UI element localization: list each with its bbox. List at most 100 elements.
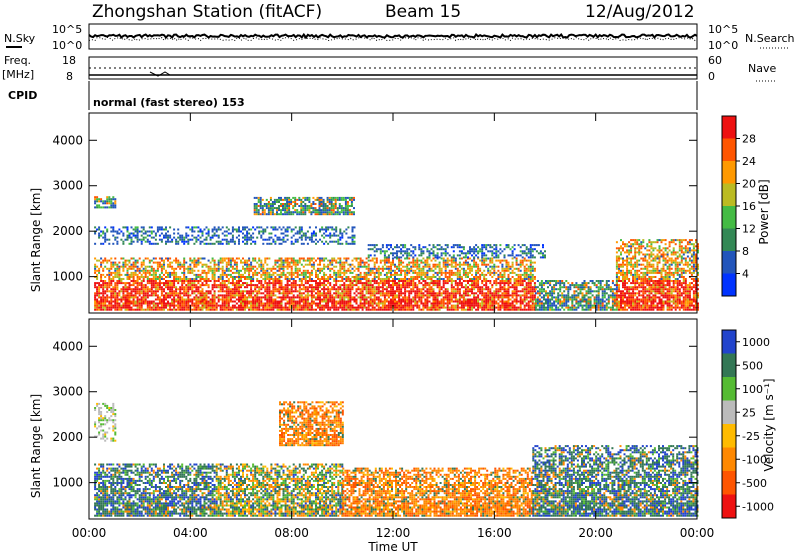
heatmap-cell	[349, 266, 351, 268]
heatmap-cell	[455, 288, 457, 290]
heatmap-cell	[477, 303, 479, 305]
heatmap-cell	[584, 294, 586, 296]
heatmap-cell	[349, 305, 351, 307]
heatmap-cell	[285, 290, 287, 292]
heatmap-cell	[418, 292, 420, 294]
heatmap-cell	[634, 239, 636, 241]
heatmap-cell	[118, 282, 120, 284]
heatmap-cell	[303, 266, 305, 268]
heatmap-cell	[628, 262, 630, 264]
heatmap-cell	[331, 268, 333, 270]
heatmap-cell	[429, 286, 431, 288]
heatmap-cell	[501, 286, 503, 288]
heatmap-cell	[299, 301, 301, 303]
heatmap-cell	[522, 262, 524, 264]
heatmap-cell	[272, 274, 274, 276]
heatmap-cell	[406, 309, 408, 311]
heatmap-cell	[125, 290, 127, 292]
heatmap-cell	[618, 264, 620, 266]
heatmap-cell	[628, 264, 630, 266]
heatmap-cell	[163, 294, 165, 296]
heatmap-cell	[561, 305, 563, 307]
heatmap-cell	[127, 294, 129, 296]
heatmap-cell	[141, 264, 143, 266]
heatmap-cell	[408, 309, 410, 311]
heatmap-cell	[212, 278, 214, 280]
heatmap-cell	[630, 274, 632, 276]
heatmap-cell	[159, 286, 161, 288]
heatmap-cell	[177, 294, 179, 296]
heatmap-cell	[424, 301, 426, 303]
heatmap-cell	[339, 264, 341, 266]
heatmap-cell	[208, 284, 210, 286]
heatmap-cell	[177, 282, 179, 284]
heatmap-cell	[424, 284, 426, 286]
heatmap-cell	[268, 309, 270, 311]
heatmap-cell	[232, 272, 234, 274]
heatmap-cell	[571, 299, 573, 301]
heatmap-cell	[135, 266, 137, 268]
heatmap-cell	[508, 282, 510, 284]
heatmap-cell	[110, 268, 112, 270]
heatmap-cell	[439, 266, 441, 268]
heatmap-cell	[376, 270, 378, 272]
heatmap-cell	[226, 301, 228, 303]
heatmap-cell	[573, 309, 575, 311]
heatmap-cell	[279, 268, 281, 270]
heatmap-cell	[606, 292, 608, 294]
heatmap-cell	[439, 268, 441, 270]
heatmap-cell	[380, 290, 382, 292]
heatmap-cell	[329, 264, 331, 266]
heatmap-cell	[530, 278, 532, 280]
heatmap-cell	[473, 294, 475, 296]
heatmap-cell	[471, 274, 473, 276]
heatmap-cell	[149, 301, 151, 303]
heatmap-cell	[543, 303, 545, 305]
heatmap-cell	[319, 301, 321, 303]
heatmap-cell	[455, 266, 457, 268]
heatmap-cell	[514, 268, 516, 270]
heatmap-cell	[616, 280, 618, 282]
heatmap-cell	[392, 278, 394, 280]
heatmap-cell	[590, 307, 592, 309]
heatmap-cell	[473, 292, 475, 294]
heatmap-cell	[632, 266, 634, 268]
heatmap-cell	[129, 266, 131, 268]
heatmap-cell	[297, 276, 299, 278]
heatmap-cell	[596, 303, 598, 305]
heatmap-cell	[236, 309, 238, 311]
heatmap-cell	[236, 280, 238, 282]
heatmap-cell	[248, 301, 250, 303]
heatmap-cell	[622, 272, 624, 274]
heatmap-cell	[414, 286, 416, 288]
heatmap-cell	[232, 282, 234, 284]
heatmap-cell	[463, 262, 465, 264]
heatmap-cell	[565, 301, 567, 303]
heatmap-cell	[202, 272, 204, 274]
heatmap-cell	[133, 299, 135, 301]
heatmap-cell	[165, 280, 167, 282]
heatmap-cell	[549, 280, 551, 282]
heatmap-cell	[410, 303, 412, 305]
heatmap-cell	[608, 303, 610, 305]
heatmap-cell	[293, 286, 295, 288]
heatmap-cell	[305, 264, 307, 266]
heatmap-cell	[392, 274, 394, 276]
heatmap-cell	[410, 299, 412, 301]
heatmap-cell	[327, 292, 329, 294]
heatmap-cell	[451, 284, 453, 286]
heatmap-cell	[202, 284, 204, 286]
heatmap-cell	[305, 282, 307, 284]
heatmap-cell	[159, 299, 161, 301]
heatmap-cell	[372, 280, 374, 282]
heatmap-cell	[412, 284, 414, 286]
heatmap-cell	[206, 307, 208, 309]
heatmap-cell	[317, 278, 319, 280]
heatmap-cell	[459, 301, 461, 303]
heatmap-cell	[212, 288, 214, 290]
heatmap-cell	[459, 288, 461, 290]
heatmap-cell	[634, 307, 636, 309]
heatmap-cell	[270, 292, 272, 294]
heatmap-cell	[467, 262, 469, 264]
heatmap-cell	[636, 292, 638, 294]
